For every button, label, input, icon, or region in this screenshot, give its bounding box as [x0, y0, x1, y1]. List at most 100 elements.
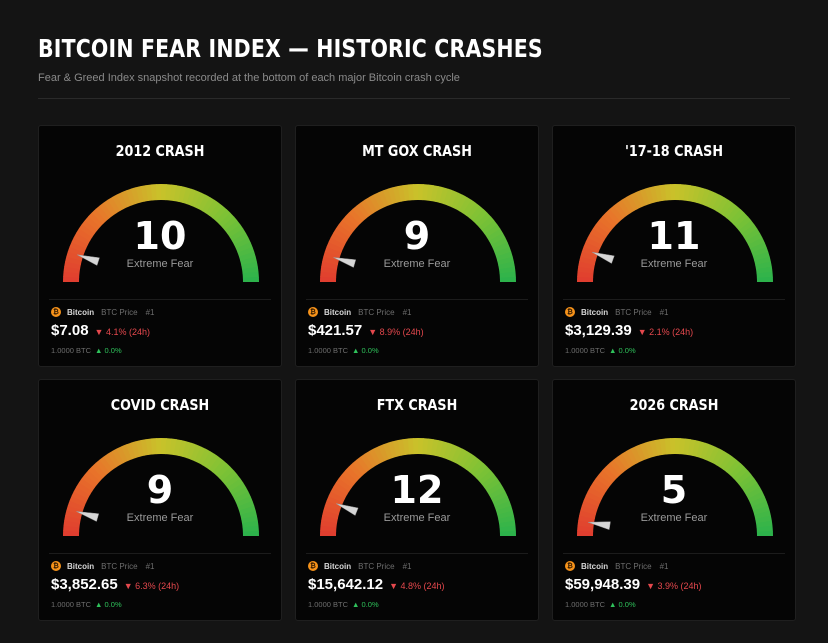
- price-row: $3,852.65 ▼ 6.3% (24h): [51, 576, 179, 593]
- gauge-arc-segment: [99, 456, 114, 473]
- gauge-arc-segment: [692, 440, 701, 457]
- gauge-arc-segment: [751, 246, 769, 258]
- fear-gauge: [316, 178, 520, 290]
- gauge-arc-segment: [649, 186, 659, 203]
- gauge-arc-segment: [212, 459, 228, 476]
- gauge-arc-segment: [598, 469, 615, 485]
- fear-gauge: [316, 432, 520, 544]
- gauge-value: 5: [660, 468, 688, 512]
- price-change-24h: ▼ 3.9% (24h): [646, 581, 702, 591]
- gauge-arc-segment: [221, 470, 238, 485]
- crash-card: '17-18 CRASH 11 Extreme Fear ₿ Bitcoin BTC Pr…: [552, 125, 796, 367]
- holding-row: 1.0000 BTC ▲ 0.0%: [51, 346, 122, 355]
- card-divider: [306, 299, 528, 300]
- price-change-24h: ▼ 6.3% (24h): [123, 581, 180, 591]
- gauge-arc-segment: [708, 192, 721, 210]
- gauge-arc-segment: [486, 228, 504, 242]
- bitcoin-icon: ₿: [308, 307, 318, 317]
- gauge-arc-segment: [242, 276, 259, 282]
- gauge-arc-segment: [338, 473, 355, 488]
- gauge-arc-segment: [103, 199, 117, 216]
- gauge-value: 10: [133, 214, 187, 258]
- bitcoin-icon: ₿: [51, 561, 61, 571]
- card-title: MT GOX CRASH: [362, 142, 472, 160]
- gauge-arc-segment: [335, 477, 352, 492]
- gauge-arc-segment: [418, 184, 424, 201]
- gauge-arc-segment: [320, 276, 337, 282]
- gauge-arc-segment: [735, 470, 752, 485]
- gauge-arc-segment: [232, 233, 249, 246]
- gauge-arc-segment: [748, 491, 765, 504]
- gauge-arc-segment: [451, 446, 464, 464]
- gauge-arc-segment: [229, 228, 247, 242]
- gauge-arc-segment: [224, 220, 241, 235]
- gauge-arc-segment: [723, 202, 738, 219]
- coin-rank: #1: [402, 307, 412, 317]
- gauge-arc-segment: [590, 482, 607, 495]
- gauge-arc-segment: [182, 441, 192, 459]
- bitcoin-icon: ₿: [51, 307, 61, 317]
- gauge-arc-segment: [345, 466, 361, 482]
- gauge-arc-segment: [240, 256, 257, 266]
- gauge-arc-segment: [112, 448, 125, 465]
- coin-subtitle: BTC Price: [615, 561, 652, 571]
- gauge-arc-segment: [590, 228, 607, 241]
- gauge-arc-segment: [242, 525, 259, 533]
- coin-row: ₿ Bitcoin BTC Price #1: [51, 561, 154, 571]
- gauge-arc-segment: [352, 459, 367, 476]
- gauge-arc-segment: [238, 505, 256, 516]
- coin-rank: #1: [659, 307, 669, 317]
- bitcoin-icon: ₿: [565, 307, 575, 317]
- gauge-arc-segment: [95, 205, 110, 222]
- gauge-arc-segment: [756, 530, 773, 536]
- gauge-arc-segment: [320, 520, 338, 528]
- gauge-arc-segment: [621, 196, 635, 214]
- gauge-arc-segment: [91, 208, 107, 225]
- gauge-arc-segment: [242, 271, 259, 279]
- gauge-arc-segment: [356, 202, 371, 219]
- coin-subtitle: BTC Price: [101, 307, 138, 317]
- gauge-arc-segment: [659, 184, 667, 202]
- gauge-arc-segment: [595, 219, 612, 234]
- gauge-arc-segment: [492, 496, 510, 508]
- gauge-arc-segment: [696, 441, 706, 459]
- gauge-arc-segment: [459, 197, 472, 214]
- gauge-arc-segment: [63, 530, 80, 536]
- gauge-arc-segment: [741, 478, 758, 492]
- gauge-arc-segment: [63, 266, 81, 274]
- gauge-arc-segment: [592, 477, 609, 492]
- gauge-arc-segment: [320, 266, 338, 274]
- crash-card: FTX CRASH 12 Extreme Fear ₿ Bitcoin BTC Price…: [295, 379, 539, 621]
- gauge-arc-segment: [63, 520, 81, 528]
- gauge-arc-segment: [578, 261, 595, 270]
- gauge-arc-segment: [241, 520, 259, 528]
- gauge-arc-segment: [630, 192, 643, 209]
- gauge-arc-segment: [497, 510, 514, 520]
- gauge-arc-segment: [91, 462, 107, 479]
- gauge-arc-segment: [130, 441, 141, 459]
- btc-price: $15,642.12: [308, 576, 384, 593]
- gauge-arc-segment: [754, 256, 771, 266]
- price-row: $7.08 ▼ 4.1% (24h): [51, 322, 150, 339]
- gauge-arc-segment: [218, 466, 235, 482]
- gauge-arc-segment: [155, 184, 162, 201]
- holding-row: 1.0000 BTC ▲ 0.0%: [51, 600, 122, 609]
- coin-subtitle: BTC Price: [358, 561, 395, 571]
- gauge-arc-segment: [478, 216, 495, 231]
- btc-price: $7.08: [51, 322, 89, 339]
- holding-amount: 1.0000 BTC: [308, 600, 349, 609]
- gauge-arc-segment: [234, 237, 251, 250]
- gauge-arc-segment: [499, 525, 516, 533]
- gauge-arc-segment: [659, 438, 667, 456]
- price-row: $421.57 ▼ 8.9% (24h): [308, 322, 424, 339]
- gauge-needle: [336, 503, 359, 516]
- holding-amount: 1.0000 BTC: [565, 600, 606, 609]
- gauge-arc-segment: [65, 256, 82, 265]
- gauge-arc-segment: [669, 438, 676, 455]
- btc-price: $3,129.39: [565, 322, 632, 339]
- gauge-arc-segment: [322, 510, 339, 519]
- gauge-arc-segment: [489, 233, 506, 246]
- gauge-arc-segment: [451, 192, 464, 210]
- holding-amount: 1.0000 BTC: [308, 346, 349, 355]
